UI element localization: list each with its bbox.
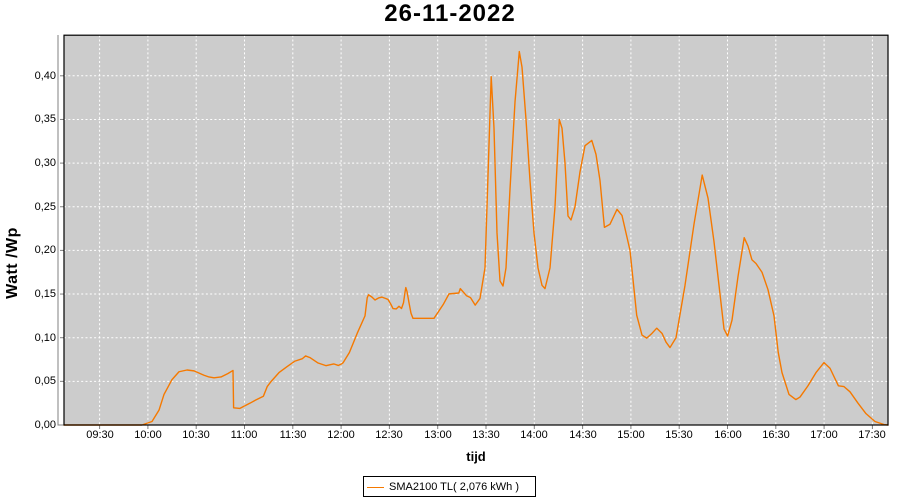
svg-text:0,05: 0,05: [35, 375, 56, 387]
svg-text:14:00: 14:00: [520, 429, 548, 441]
svg-text:13:00: 13:00: [424, 429, 452, 441]
svg-text:16:00: 16:00: [714, 429, 742, 441]
svg-text:0,00: 0,00: [35, 419, 56, 431]
svg-text:12:30: 12:30: [375, 429, 403, 441]
svg-text:14:30: 14:30: [569, 429, 597, 441]
svg-text:10:30: 10:30: [182, 429, 210, 441]
svg-text:11:30: 11:30: [280, 429, 307, 441]
svg-text:15:00: 15:00: [617, 429, 645, 441]
svg-text:0,15: 0,15: [35, 288, 56, 300]
svg-text:16:30: 16:30: [762, 429, 790, 441]
svg-text:0,35: 0,35: [35, 113, 56, 125]
svg-text:13:30: 13:30: [472, 429, 500, 441]
svg-text:17:30: 17:30: [858, 429, 886, 441]
svg-text:0,10: 0,10: [35, 332, 56, 344]
svg-text:15:30: 15:30: [665, 429, 693, 441]
svg-text:0,30: 0,30: [35, 157, 56, 169]
svg-text:17:00: 17:00: [810, 429, 838, 441]
svg-text:0,25: 0,25: [35, 201, 56, 213]
svg-text:11:00: 11:00: [231, 429, 258, 441]
svg-text:10:00: 10:00: [134, 429, 162, 441]
svg-text:0,20: 0,20: [35, 244, 56, 256]
svg-text:12:00: 12:00: [327, 429, 355, 441]
svg-text:0,40: 0,40: [35, 70, 56, 82]
svg-text:09:30: 09:30: [86, 429, 114, 441]
